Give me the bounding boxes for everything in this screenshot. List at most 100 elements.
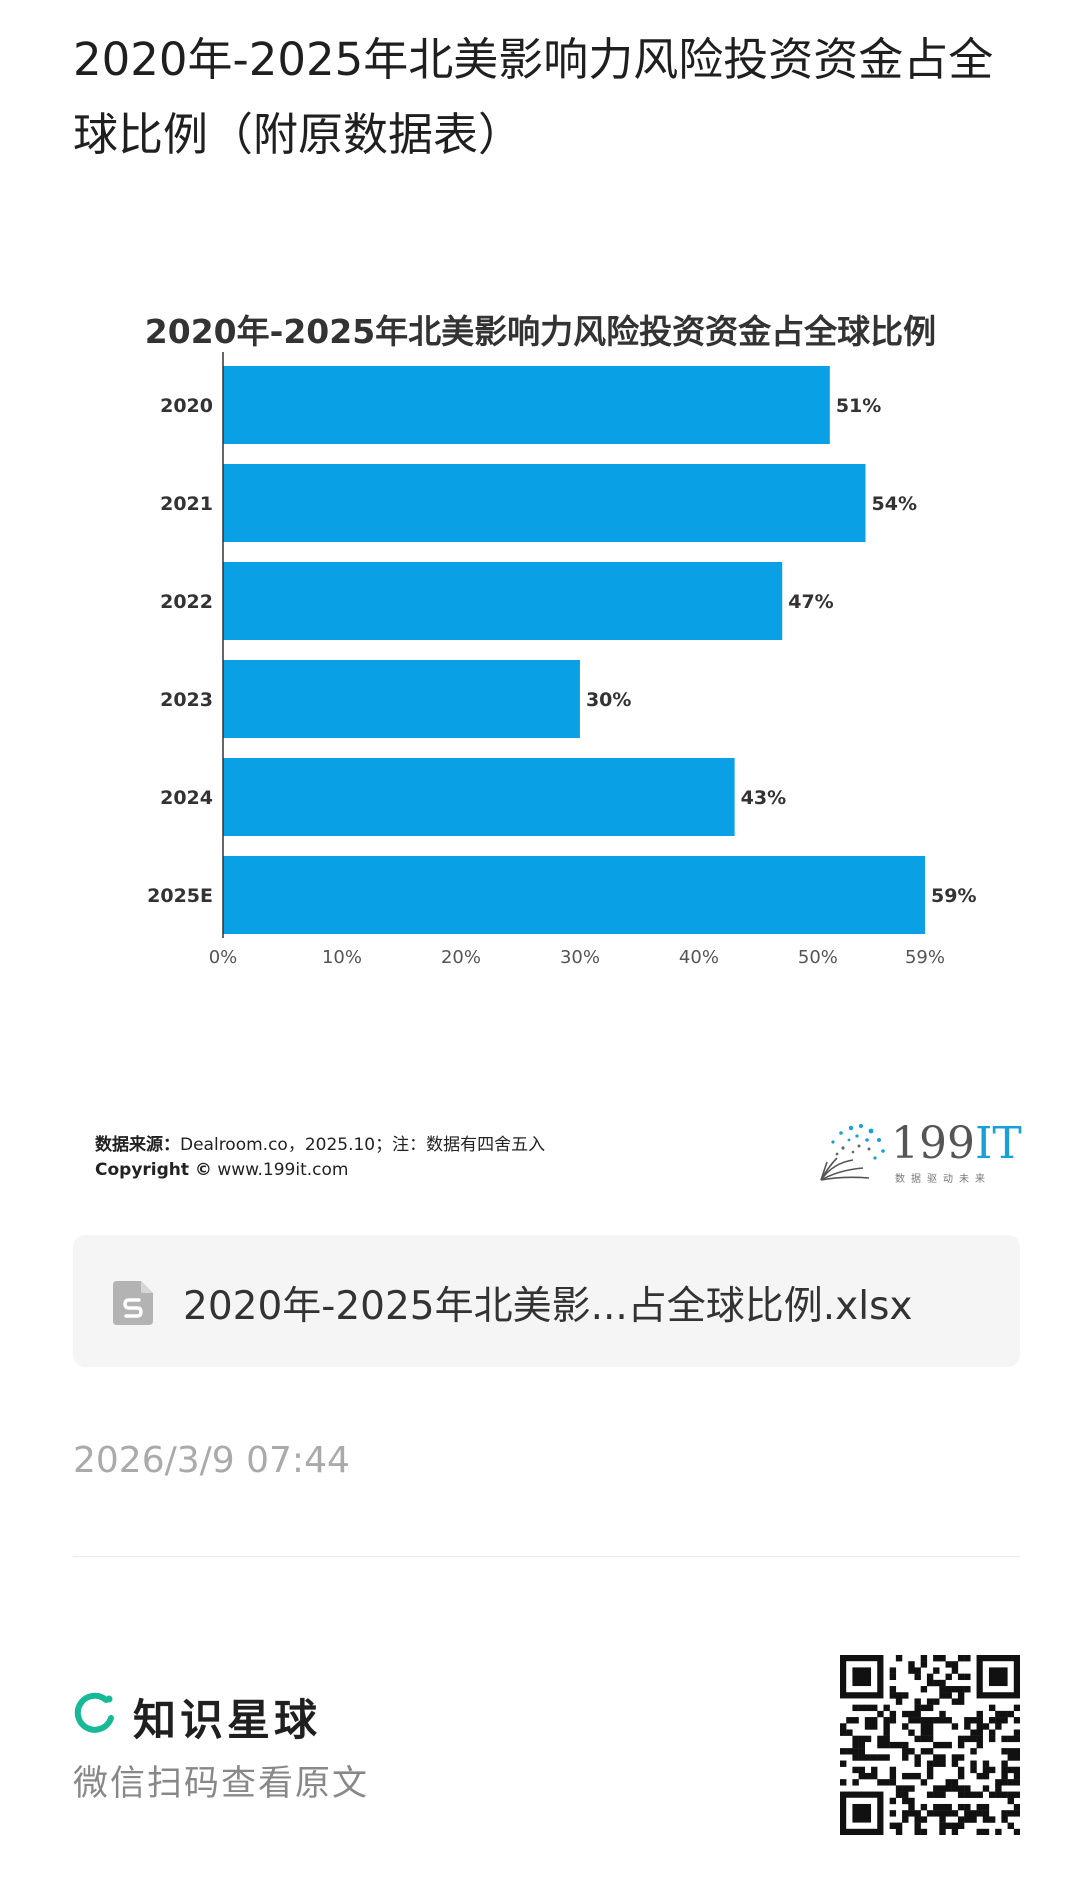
- qr-module: [902, 1772, 909, 1780]
- qr-module: [889, 1717, 897, 1724]
- attachment-card[interactable]: 2020年-2025年北美影...占全球比例.xlsx: [73, 1235, 1020, 1367]
- qr-module: [976, 1723, 983, 1730]
- qr-module: [988, 1735, 996, 1743]
- qr-module: [1007, 1810, 1014, 1817]
- qr-module: [951, 1661, 959, 1668]
- qr-module: [1007, 1754, 1014, 1761]
- qr-module: [920, 1735, 928, 1743]
- qr-module: [877, 1741, 884, 1749]
- qr-module: [858, 1754, 866, 1761]
- qr-module: [988, 1717, 996, 1724]
- qr-module: [957, 1655, 965, 1662]
- qr-module: [976, 1791, 983, 1798]
- qr-module: [964, 1686, 971, 1693]
- bar: [223, 856, 925, 934]
- qr-module: [1013, 1729, 1020, 1736]
- qr-module: [883, 1723, 890, 1730]
- qr-module: [933, 1667, 940, 1674]
- qr-module: [1013, 1735, 1020, 1743]
- qr-module: [1001, 1810, 1008, 1817]
- qr-module: [908, 1772, 915, 1780]
- qr-module: [840, 1779, 847, 1786]
- category-label: 2024: [160, 787, 213, 809]
- qr-module: [889, 1667, 897, 1674]
- qr-module: [976, 1735, 983, 1743]
- qr-finder-core: [852, 1803, 872, 1823]
- qr-module: [933, 1754, 940, 1761]
- source-text: Dealroom.co，2025.10；注：数据有四舍五入: [180, 1135, 546, 1155]
- qr-module: [939, 1828, 946, 1835]
- qr-module: [945, 1673, 952, 1681]
- qr-module: [926, 1760, 934, 1767]
- qr-module: [889, 1741, 897, 1749]
- qr-module: [858, 1766, 866, 1774]
- qr-module: [864, 1717, 872, 1724]
- qr-module: [970, 1791, 977, 1798]
- qr-module: [864, 1723, 872, 1730]
- qr-module: [1001, 1710, 1008, 1718]
- qr-module: [970, 1760, 977, 1767]
- qr-module: [976, 1741, 983, 1749]
- qr-module: [964, 1816, 971, 1823]
- chart-image[interactable]: 2020年-2025年北美影响力风险投资资金占全球比例 2020 51% 2021 5…: [73, 270, 1022, 1200]
- qr-module: [982, 1828, 990, 1835]
- qr-module: [1001, 1760, 1008, 1767]
- qr-module: [852, 1748, 859, 1755]
- x-tick-label: 10%: [322, 947, 362, 968]
- qr-module: [1007, 1779, 1014, 1786]
- copyright-line: Copyright © www.199it.com: [95, 1160, 348, 1180]
- qr-module: [895, 1692, 903, 1699]
- value-label: 47%: [788, 591, 833, 613]
- qr-module: [920, 1723, 928, 1730]
- qr-module: [995, 1710, 1002, 1718]
- qr-module: [939, 1785, 946, 1792]
- qr-module: [988, 1791, 996, 1798]
- qr-module: [920, 1748, 928, 1755]
- qr-module: [1007, 1791, 1014, 1798]
- qr-module: [939, 1655, 946, 1662]
- qr-module: [982, 1760, 990, 1767]
- qr-module: [926, 1772, 934, 1780]
- qr-module: [1013, 1803, 1020, 1811]
- qr-module: [895, 1698, 903, 1705]
- qr-module: [883, 1779, 890, 1786]
- qr-module: [933, 1717, 940, 1724]
- qr-code-icon[interactable]: [840, 1655, 1020, 1835]
- qr-module: [939, 1710, 946, 1718]
- qr-module: [889, 1772, 897, 1780]
- qr-module: [914, 1710, 921, 1718]
- qr-module: [926, 1735, 934, 1743]
- qr-module: [889, 1686, 897, 1693]
- category-label: 2020: [160, 395, 213, 417]
- qr-module: [970, 1810, 977, 1817]
- qr-module: [1001, 1766, 1008, 1774]
- bar: [223, 464, 866, 542]
- qr-module: [846, 1729, 853, 1736]
- qr-module: [970, 1717, 977, 1724]
- qr-module: [852, 1779, 859, 1786]
- qr-finder-core: [988, 1667, 1008, 1687]
- qr-module: [988, 1729, 996, 1736]
- qr-module: [957, 1791, 965, 1798]
- qr-module: [951, 1667, 959, 1674]
- qr-module: [970, 1766, 977, 1774]
- qr-module: [957, 1816, 965, 1823]
- qr-module: [852, 1766, 859, 1774]
- x-tick-label: 0%: [209, 947, 238, 968]
- qr-module: [939, 1717, 946, 1724]
- qr-module: [995, 1785, 1002, 1792]
- qr-module: [852, 1704, 859, 1712]
- qr-module: [957, 1822, 965, 1829]
- qr-module: [926, 1729, 934, 1736]
- qr-module: [914, 1810, 921, 1817]
- brand-name: 知识星球: [133, 1696, 321, 1746]
- qr-module: [840, 1729, 847, 1736]
- qr-module: [926, 1723, 934, 1730]
- qr-module: [939, 1686, 946, 1693]
- qr-module: [1007, 1710, 1014, 1718]
- qr-module: [926, 1791, 934, 1798]
- qr-module: [1013, 1717, 1020, 1724]
- qr-module: [1001, 1748, 1008, 1755]
- qr-module: [945, 1661, 952, 1668]
- x-tick-label: 40%: [679, 947, 719, 968]
